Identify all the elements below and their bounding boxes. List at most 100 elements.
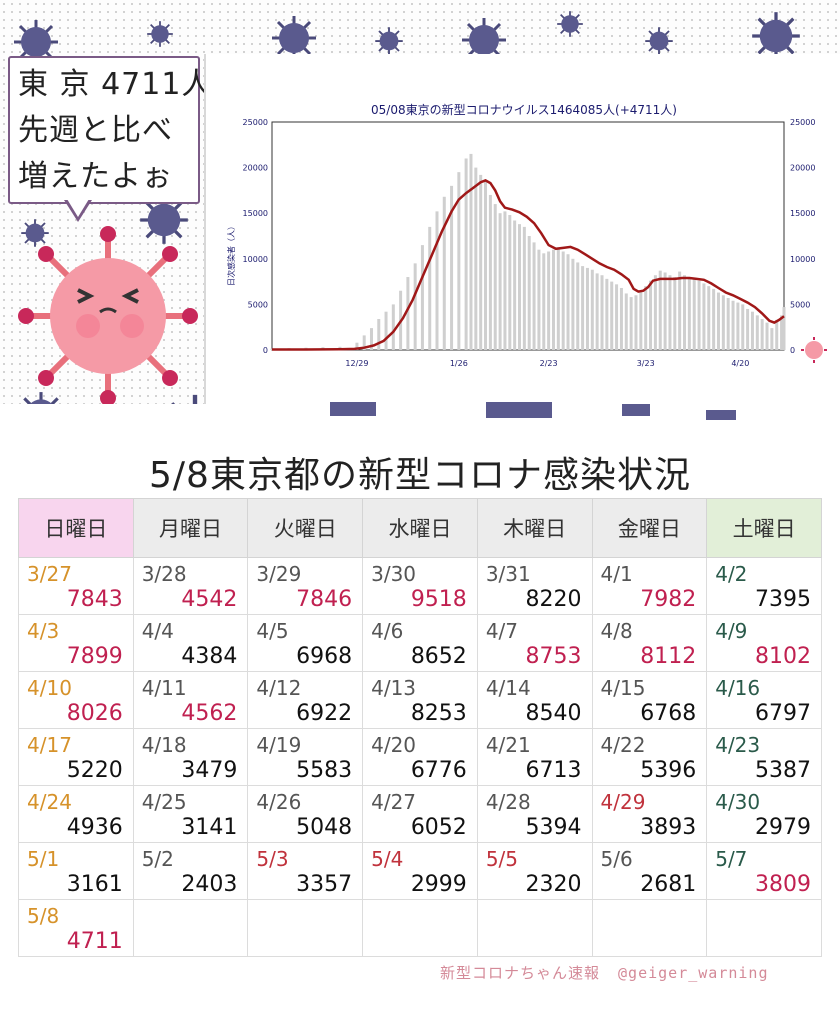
daily-bars <box>270 153 786 350</box>
daily-bar <box>760 318 764 350</box>
daily-bar <box>702 283 706 350</box>
daily-bar <box>624 293 628 350</box>
daily-bar <box>474 167 478 350</box>
day-cell: 4/19 5583 <box>247 728 364 786</box>
day-cell: 3/30 9518 <box>362 557 478 615</box>
y-tick-label: 15000 <box>243 209 268 218</box>
day-case-count: 6797 <box>755 701 811 726</box>
day-cell: 3/31 8220 <box>476 557 593 615</box>
day-date: 5/6 <box>600 847 633 871</box>
day-date: 4/7 <box>485 619 518 643</box>
day-date: 5/8 <box>27 904 60 928</box>
daily-bar <box>653 275 657 350</box>
day-case-count: 2999 <box>410 872 467 897</box>
day-case-count: 5394 <box>525 815 582 840</box>
day-date: 3/27 <box>27 562 72 586</box>
day-date: 4/20 <box>371 733 417 757</box>
day-date: 5/3 <box>256 847 289 871</box>
day-date: 4/3 <box>27 619 60 643</box>
day-cell: 4/6 8652 <box>362 614 478 672</box>
y-tick-label: 10000 <box>243 255 268 264</box>
header-monday: 月曜日 <box>132 498 249 558</box>
day-case-count: 2403 <box>181 872 238 897</box>
footer-source: 新型コロナちゃん速報 <box>440 964 601 982</box>
day-cell: 4/8 8112 <box>591 614 708 672</box>
day-cell: 5/7 3809 <box>706 842 822 900</box>
virus-decoration-icon <box>706 410 736 420</box>
daily-bar <box>649 280 653 350</box>
table-row: 5/1 3161 5/2 2403 5/3 3357 5/4 2999 5/5 2320 5/6 26… <box>18 842 822 900</box>
day-cell: 4/1 7982 <box>591 557 708 615</box>
x-tick-label: 4/20 <box>731 359 749 368</box>
day-date: 5/7 <box>715 847 748 871</box>
daily-bar <box>551 249 555 350</box>
daily-bar <box>678 271 682 350</box>
day-date: 4/27 <box>371 790 417 814</box>
day-cell <box>591 899 708 957</box>
day-date: 4/13 <box>371 676 417 700</box>
day-case-count: 3141 <box>181 815 238 840</box>
day-cell: 4/17 5220 <box>18 728 134 786</box>
daily-bar <box>673 277 677 350</box>
day-case-count: 4562 <box>181 701 238 726</box>
daily-bar <box>355 342 359 350</box>
daily-bar <box>464 158 468 350</box>
daily-bar <box>503 211 507 350</box>
daily-bar <box>726 298 730 350</box>
daily-bar <box>435 211 439 350</box>
daily-bar <box>581 266 585 350</box>
day-case-count: 5396 <box>640 758 697 783</box>
daily-bar <box>532 242 536 350</box>
day-date: 4/1 <box>600 562 633 586</box>
daily-bar <box>687 277 691 350</box>
day-case-count: 4542 <box>181 587 238 612</box>
day-date: 4/25 <box>141 790 187 814</box>
daily-bar <box>428 226 432 350</box>
day-date: 4/18 <box>141 733 187 757</box>
daily-bar <box>391 304 395 350</box>
virus-decoration-icon <box>645 27 673 55</box>
day-cell: 5/1 3161 <box>18 842 134 900</box>
day-date: 4/28 <box>485 790 531 814</box>
daily-bar <box>369 328 373 350</box>
virus-decoration-icon <box>14 20 58 64</box>
day-date: 5/2 <box>141 847 174 871</box>
daily-bar <box>600 275 604 350</box>
daily-bar <box>518 224 522 350</box>
virus-decoration-icon <box>272 16 316 60</box>
daily-bar <box>527 236 531 350</box>
daily-bar <box>576 262 580 350</box>
day-cell: 4/7 8753 <box>476 614 593 672</box>
day-date: 4/11 <box>141 676 187 700</box>
footer-handle: @geiger_warning <box>618 964 769 982</box>
y-tick-label: 0 <box>790 346 795 355</box>
day-case-count: 7843 <box>66 587 123 612</box>
day-cell: 4/28 5394 <box>476 785 593 843</box>
pink-virus-mascot-icon <box>18 226 198 406</box>
daily-bar <box>457 172 461 350</box>
day-date: 4/15 <box>600 676 646 700</box>
table-row: 4/24 4936 4/25 3141 4/26 5048 4/27 6052 4/28 5394… <box>18 785 822 843</box>
y-ticks-right: 0 5000 10000 15000 20000 25000 <box>790 118 815 355</box>
table-row: 4/3 7899 4/4 4384 4/5 6968 4/6 8652 4/7 8753 4/8 81… <box>18 614 822 672</box>
virus-decoration-icon <box>557 11 583 37</box>
day-cell: 4/22 5396 <box>591 728 708 786</box>
day-case-count: 4936 <box>66 815 123 840</box>
day-date: 4/30 <box>715 790 761 814</box>
header-saturday: 土曜日 <box>706 498 822 558</box>
day-date: 5/1 <box>27 847 60 871</box>
day-date: 5/4 <box>371 847 404 871</box>
y-tick-label: 5000 <box>248 300 268 309</box>
day-case-count: 8112 <box>640 644 697 669</box>
chart-panel: 05/08東京の新型コロナウイルス1464085人(+4711人) 日次感染者（… <box>204 54 840 406</box>
daily-bar <box>692 278 696 350</box>
day-case-count: 8753 <box>525 644 582 669</box>
day-cell: 4/14 8540 <box>476 671 593 729</box>
day-case-count: 5387 <box>755 758 811 783</box>
day-cell: 5/3 3357 <box>247 842 364 900</box>
day-cell: 4/20 6776 <box>362 728 478 786</box>
table-row: 5/8 4711 <box>18 899 822 957</box>
day-case-count: 8540 <box>525 701 582 726</box>
day-date: 4/2 <box>715 562 748 586</box>
virus-decoration-icon <box>147 21 173 47</box>
